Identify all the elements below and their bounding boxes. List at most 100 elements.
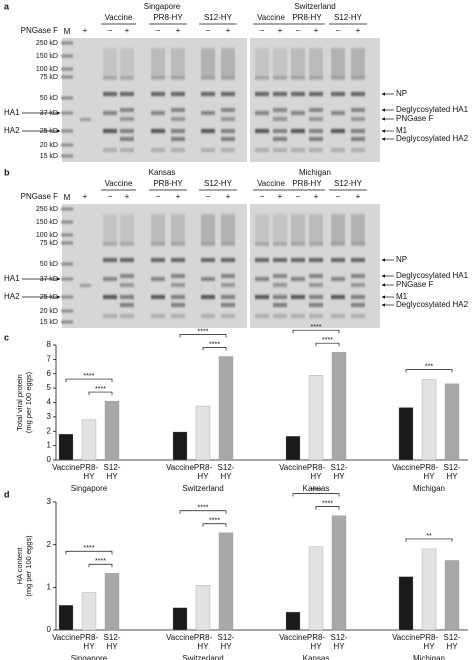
- y-tick-label: 0: [47, 455, 52, 464]
- x-tick-label: S12-HY: [217, 633, 235, 651]
- bar: [218, 356, 234, 461]
- significance-bracket: [315, 506, 340, 510]
- band: [120, 314, 134, 318]
- half-title: Switzerland: [294, 2, 335, 11]
- x-tick-label: Vaccine: [392, 463, 420, 472]
- marker-label: 15 kD: [40, 153, 58, 160]
- band: [80, 118, 91, 121]
- bar: [398, 407, 414, 461]
- lane-sign: +: [278, 192, 283, 201]
- band: [309, 117, 323, 121]
- marker-label: 50 kD: [40, 261, 58, 268]
- significance-bracket: [88, 563, 113, 568]
- band: [221, 92, 235, 96]
- bar: [58, 433, 74, 461]
- band: [120, 295, 134, 299]
- band: [273, 283, 287, 287]
- band: [351, 117, 365, 121]
- group-label: Vaccine: [105, 179, 133, 188]
- band: [171, 48, 185, 78]
- gel-bands: [61, 41, 235, 158]
- band: [291, 214, 305, 244]
- band: [221, 258, 235, 262]
- band: [61, 111, 73, 115]
- band: [273, 303, 287, 307]
- band: [120, 214, 134, 244]
- band: [331, 129, 345, 133]
- band: [309, 274, 323, 278]
- group-label: PR8-HY: [292, 13, 322, 22]
- band: [331, 295, 345, 299]
- band: [171, 108, 185, 112]
- band: [273, 148, 287, 152]
- band: [351, 48, 365, 78]
- band: [273, 258, 287, 262]
- band: [61, 241, 73, 245]
- x-tick-label: S12-HY: [443, 633, 461, 651]
- significance-label: ****: [322, 500, 333, 507]
- band: [120, 129, 134, 133]
- bar: [172, 431, 188, 461]
- band: [221, 48, 235, 78]
- marker-label: 100 kD: [36, 66, 58, 73]
- band: [351, 303, 365, 307]
- band: [151, 314, 165, 318]
- significance-label: ****: [84, 373, 95, 380]
- y-tick-label: 4: [47, 398, 52, 407]
- marker-label: 75 kD: [40, 74, 58, 81]
- lane-sign: −: [108, 192, 113, 201]
- band: [171, 283, 185, 287]
- x-tick-label: PR8-HY: [419, 463, 439, 481]
- band: [255, 295, 269, 299]
- band: [171, 137, 185, 141]
- right-label: Deglycosylated HA2: [396, 134, 469, 143]
- band: [221, 274, 235, 278]
- lane-sign: −: [336, 26, 341, 35]
- lane-sign: +: [176, 192, 181, 201]
- bar: [218, 532, 234, 631]
- bar: [444, 383, 460, 461]
- band: [291, 314, 305, 318]
- significance-bracket: [315, 342, 340, 347]
- marker-label: 250 kD: [36, 206, 58, 213]
- band: [61, 96, 73, 100]
- band: [151, 111, 165, 115]
- band: [201, 277, 215, 281]
- y-tick-label: 2: [47, 540, 52, 549]
- band: [309, 137, 323, 141]
- band: [171, 129, 185, 133]
- lane-sign: −: [260, 26, 265, 35]
- band: [351, 148, 365, 152]
- band: [273, 295, 287, 299]
- significance-bracket: [65, 550, 113, 555]
- y-axis-label: HA content: [15, 547, 24, 585]
- band: [221, 283, 235, 287]
- significance-bracket: [202, 523, 227, 527]
- significance-label: ****: [209, 518, 220, 525]
- band: [221, 129, 235, 133]
- band: [151, 277, 165, 281]
- band: [61, 67, 73, 71]
- band: [151, 92, 165, 96]
- band: [151, 214, 165, 244]
- band: [171, 303, 185, 307]
- band: [291, 277, 305, 281]
- band: [120, 258, 134, 262]
- band: [120, 108, 134, 112]
- band: [61, 154, 73, 158]
- bar: [81, 592, 97, 631]
- lane-sign: −: [206, 26, 211, 35]
- group-label: Switzerland: [182, 654, 224, 660]
- band: [331, 314, 345, 318]
- y-tick-label: 1: [47, 582, 52, 591]
- band: [61, 207, 73, 211]
- treatment-label: PNGase F: [21, 192, 58, 201]
- x-tick-label: Vaccine: [52, 463, 80, 472]
- band: [273, 129, 287, 133]
- x-tick-label: S12-HY: [217, 463, 235, 481]
- significance-label: **: [426, 533, 432, 540]
- bar: [172, 607, 188, 631]
- x-tick-label: PR8-HY: [193, 633, 213, 651]
- band: [171, 258, 185, 262]
- y-tick-label: 6: [47, 369, 52, 378]
